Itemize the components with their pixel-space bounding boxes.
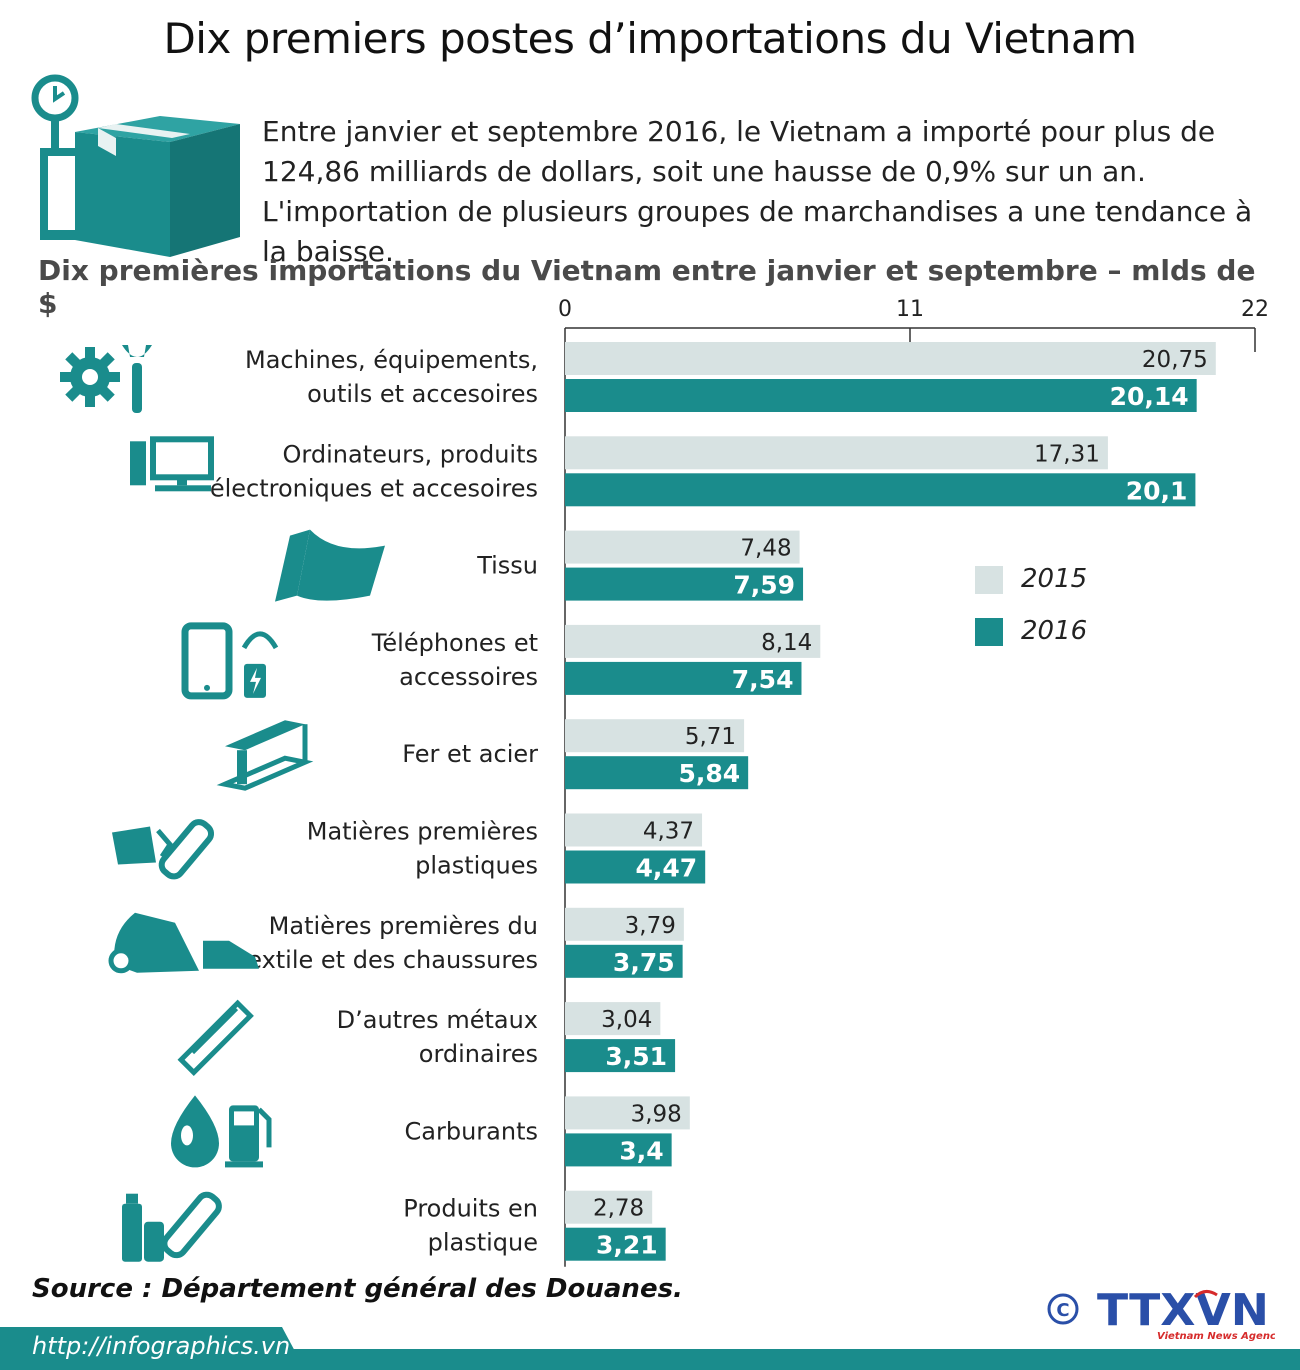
data-label-2015: 17,31: [1034, 441, 1100, 467]
source-note: Source : Département général des Douanes…: [32, 1274, 683, 1304]
category-label: Téléphones et: [371, 629, 538, 657]
bar-2016: [565, 1227, 666, 1261]
legend-item-2016: 2016: [975, 612, 1135, 652]
category-label: Produits en: [403, 1195, 538, 1223]
steel-beam-icon: [216, 720, 314, 791]
category-label: Matières premières du: [269, 912, 538, 940]
computer-icon: [130, 436, 214, 492]
data-label-2016: 20,1: [1126, 476, 1188, 505]
data-label-2015: 3,79: [625, 913, 676, 939]
data-label-2015: 3,98: [631, 1101, 682, 1127]
ttxvn-logo: C TTXVN Vietnam News Agency: [1047, 1285, 1275, 1342]
legend-swatch-2016: [975, 618, 1003, 646]
data-label-2016: 3,21: [596, 1231, 658, 1260]
category-label: accessoires: [399, 663, 538, 691]
data-label-2016: 3,51: [605, 1042, 667, 1071]
category-label: Machines, équipements,: [245, 346, 538, 374]
category-label: outils et accesoires: [307, 380, 538, 408]
category-label: Tissu: [476, 552, 538, 580]
data-label-2016: 7,59: [733, 571, 795, 600]
chart-subtitle: Dix premières importations du Vietnam en…: [38, 254, 1256, 320]
data-label-2016: 5,84: [678, 759, 740, 788]
category-label: Carburants: [405, 1117, 538, 1145]
bar-2015: [565, 907, 684, 941]
data-label-2015: 4,37: [643, 819, 694, 845]
plastic-materials-icon: [112, 819, 215, 880]
bar-2015: [565, 719, 745, 753]
page-title: Dix premiers postes d’importations du Vi…: [163, 14, 1137, 63]
bar-2016: [565, 756, 749, 790]
category-label: plastique: [428, 1229, 538, 1257]
svg-text:Vietnam News Agency: Vietnam News Agency: [1157, 1331, 1275, 1342]
bar-chart: 0 11 22 Machines, équipements, outils et acc…: [60, 297, 1269, 1267]
footer-url-link[interactable]: http://infographics.vn: [32, 1332, 291, 1360]
plastic-bottles-icon: [122, 1191, 222, 1262]
data-label-2015: 5,71: [685, 724, 736, 750]
bar-2016: [565, 850, 706, 884]
bar-2015: [565, 1190, 653, 1224]
bar-2015: [565, 342, 1216, 375]
svg-text:C: C: [1056, 1300, 1069, 1321]
bar-2015: [565, 436, 1108, 470]
bar-2016: [565, 661, 802, 695]
legend-label-2016: 2016: [1021, 616, 1088, 646]
metal-bar-icon: [177, 999, 254, 1076]
category-label: plastiques: [415, 852, 538, 880]
data-label-2016: 20,14: [1110, 382, 1189, 411]
x-tick-label: 11: [896, 297, 924, 322]
data-label-2016: 4,47: [636, 854, 698, 883]
bar-2016: [565, 473, 1196, 507]
bar-2016: [565, 1133, 672, 1167]
x-tick-label: 0: [558, 297, 572, 322]
bar-2016: [565, 567, 804, 601]
intro-text: Entre janvier et septembre 2016, le Viet…: [262, 115, 1253, 268]
fuel-icon: [171, 1095, 272, 1168]
data-label-2015: 8,14: [761, 630, 812, 656]
bar-2016: [565, 944, 683, 978]
data-label-2015: 7,48: [740, 536, 791, 562]
textile-shoe-icon: [108, 912, 259, 974]
bar-2015: [565, 1002, 661, 1036]
data-label-2016: 3,75: [613, 948, 675, 977]
data-label-2016: 7,54: [732, 665, 794, 694]
bar-2015: [565, 813, 703, 847]
bar-2016: [565, 379, 1197, 412]
legend-label-2015: 2015: [1021, 564, 1088, 594]
bar-2015: [565, 530, 800, 564]
category-label: Ordinateurs, produits: [283, 440, 538, 468]
x-tick-label: 22: [1241, 297, 1269, 322]
category-label: Matières premières: [307, 818, 538, 846]
data-label-2015: 3,04: [601, 1007, 652, 1033]
footer-bar: [0, 1327, 1300, 1370]
bar-2015: [565, 1096, 690, 1130]
gear-wrench-icon: [60, 345, 152, 413]
data-label-2016: 3,4: [619, 1136, 663, 1165]
legend-swatch-2015: [975, 566, 1003, 594]
bar-2016: [565, 1039, 676, 1073]
data-label-2015: 2,78: [593, 1196, 644, 1222]
category-label: D’autres métaux: [337, 1006, 538, 1034]
phone-headphones-icon: [181, 622, 279, 700]
bar-2015: [565, 624, 821, 658]
category-label: ordinaires: [419, 1040, 538, 1068]
data-label-2015: 20,75: [1142, 347, 1208, 373]
svg-text:TTXVN: TTXVN: [1097, 1285, 1269, 1336]
category-label: Fer et acier: [402, 740, 538, 768]
category-label: textile et des chaussures: [238, 946, 538, 974]
category-label: électroniques et accesoires: [210, 474, 538, 502]
fabric-roll-icon: [275, 529, 385, 602]
legend-item-2015: 2015: [975, 560, 1135, 600]
box-scale-icon: [31, 74, 240, 257]
